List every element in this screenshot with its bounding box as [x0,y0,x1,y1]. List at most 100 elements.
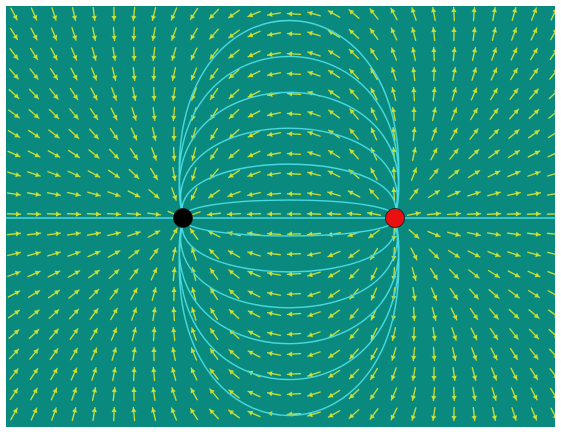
field-vector-arrow [548,110,555,119]
field-vector-arrow [471,406,477,422]
field-vector-arrow [369,8,379,20]
field-vector-arrow [51,407,58,421]
field-vector-arrow [506,231,522,237]
field-vector-arrow [490,87,498,101]
field-vector-arrow [507,251,521,258]
field-vector-arrow [228,88,240,100]
field-vector-arrow [91,367,98,381]
field-vector-arrow [90,87,98,101]
field-vector-arrow [451,26,457,42]
field-vector-arrow [228,69,240,79]
field-vector-arrow [209,368,219,380]
field-vector-arrow [507,149,521,159]
field-vector-arrow [550,407,555,419]
field-vector-arrow [70,347,78,361]
field-vector-arrow [508,129,520,139]
field-vector-arrow [247,250,261,257]
field-vector-arrow [446,211,462,217]
field-line-lower [182,217,396,237]
field-vector-arrow [510,387,518,401]
field-vector-arrow [209,48,219,60]
field-vector-arrow [26,211,42,217]
field-vector-arrow [286,151,302,157]
field-vector-arrow [431,46,437,62]
field-vector-arrow [286,371,302,377]
field-vector-arrow [509,347,519,361]
field-vector-arrow [390,367,397,381]
field-vector-arrow [7,270,21,277]
field-vector-arrow [29,47,39,61]
field-vector-arrow [151,346,157,362]
field-vector-arrow [88,149,100,159]
field-vector-arrow [51,7,58,21]
field-vector-arrow [447,190,461,198]
field-vector-arrow [488,289,500,299]
field-vector-arrow [87,250,101,258]
field-vector-arrow [228,269,240,279]
field-vector-arrow [307,10,321,17]
field-vector-arrow [451,406,457,422]
field-vector-arrow [349,88,359,100]
field-vector-arrow [530,407,538,421]
field-vector-arrow [327,250,341,258]
field-vector-arrow [69,328,79,340]
field-vector-arrow [9,68,19,80]
field-vector-arrow [286,51,302,57]
field-vector-arrow [8,109,20,119]
field-vector-arrow [131,6,137,22]
field-vector-arrow [170,7,178,21]
field-vector-arrow [349,308,359,320]
field-vector-arrow [111,87,118,101]
field-vector-arrow [50,27,58,41]
field-vector-arrow [266,311,282,317]
field-vector-arrow [151,46,157,62]
field-vector-arrow [431,346,437,362]
field-vector-arrow [510,67,518,81]
field-vector-arrow [470,107,478,121]
field-vector-arrow [508,308,520,320]
field-vector-arrow [431,406,437,422]
field-vector-arrow [370,67,378,81]
field-vector-arrow [429,168,439,180]
field-vector-arrow [46,211,62,217]
field-vector-arrow [8,329,20,339]
field-vector-arrow [286,331,302,337]
field-vector-arrow [171,126,177,142]
field-line-lower [178,217,400,381]
field-vector-arrow [529,88,539,100]
field-vector-arrow [266,351,282,357]
field-vector-arrow [451,366,457,382]
field-vector-arrow [8,88,20,100]
field-vector-arrow [391,166,397,182]
field-vector-arrow [370,347,378,361]
field-vector-arrow [368,188,380,200]
field-vector-arrow [28,109,40,119]
field-vector-arrow [547,172,555,177]
field-vector-arrow [189,407,199,421]
field-vector-arrow [548,90,555,100]
field-vector-arrow [67,191,81,197]
field-vector-arrow [151,147,158,161]
field-vector-arrow [266,111,282,117]
field-vector-arrow [411,66,417,82]
field-vector-arrow [411,306,417,322]
field-vector-arrow [511,407,518,421]
field-vector-arrow [527,170,541,177]
field-vector-arrow [307,150,321,157]
field-vector-arrow [348,9,360,19]
field-vector-arrow [286,171,302,177]
field-vector-arrow [529,367,539,381]
field-vector-arrow [47,289,61,299]
field-vector-arrow [369,28,379,40]
field-vector-arrow [468,148,480,160]
field-vector-arrow [247,350,261,358]
field-vector-arrow [9,48,19,60]
field-vector-arrow [91,406,97,422]
field-line-upper [179,127,399,219]
field-vector-arrow [170,407,178,421]
field-vector-arrow [27,129,41,139]
field-vector-arrow [471,26,477,42]
field-vector-arrow [209,68,219,80]
field-vector-arrow [170,387,177,401]
field-vector-arrow [266,331,282,337]
